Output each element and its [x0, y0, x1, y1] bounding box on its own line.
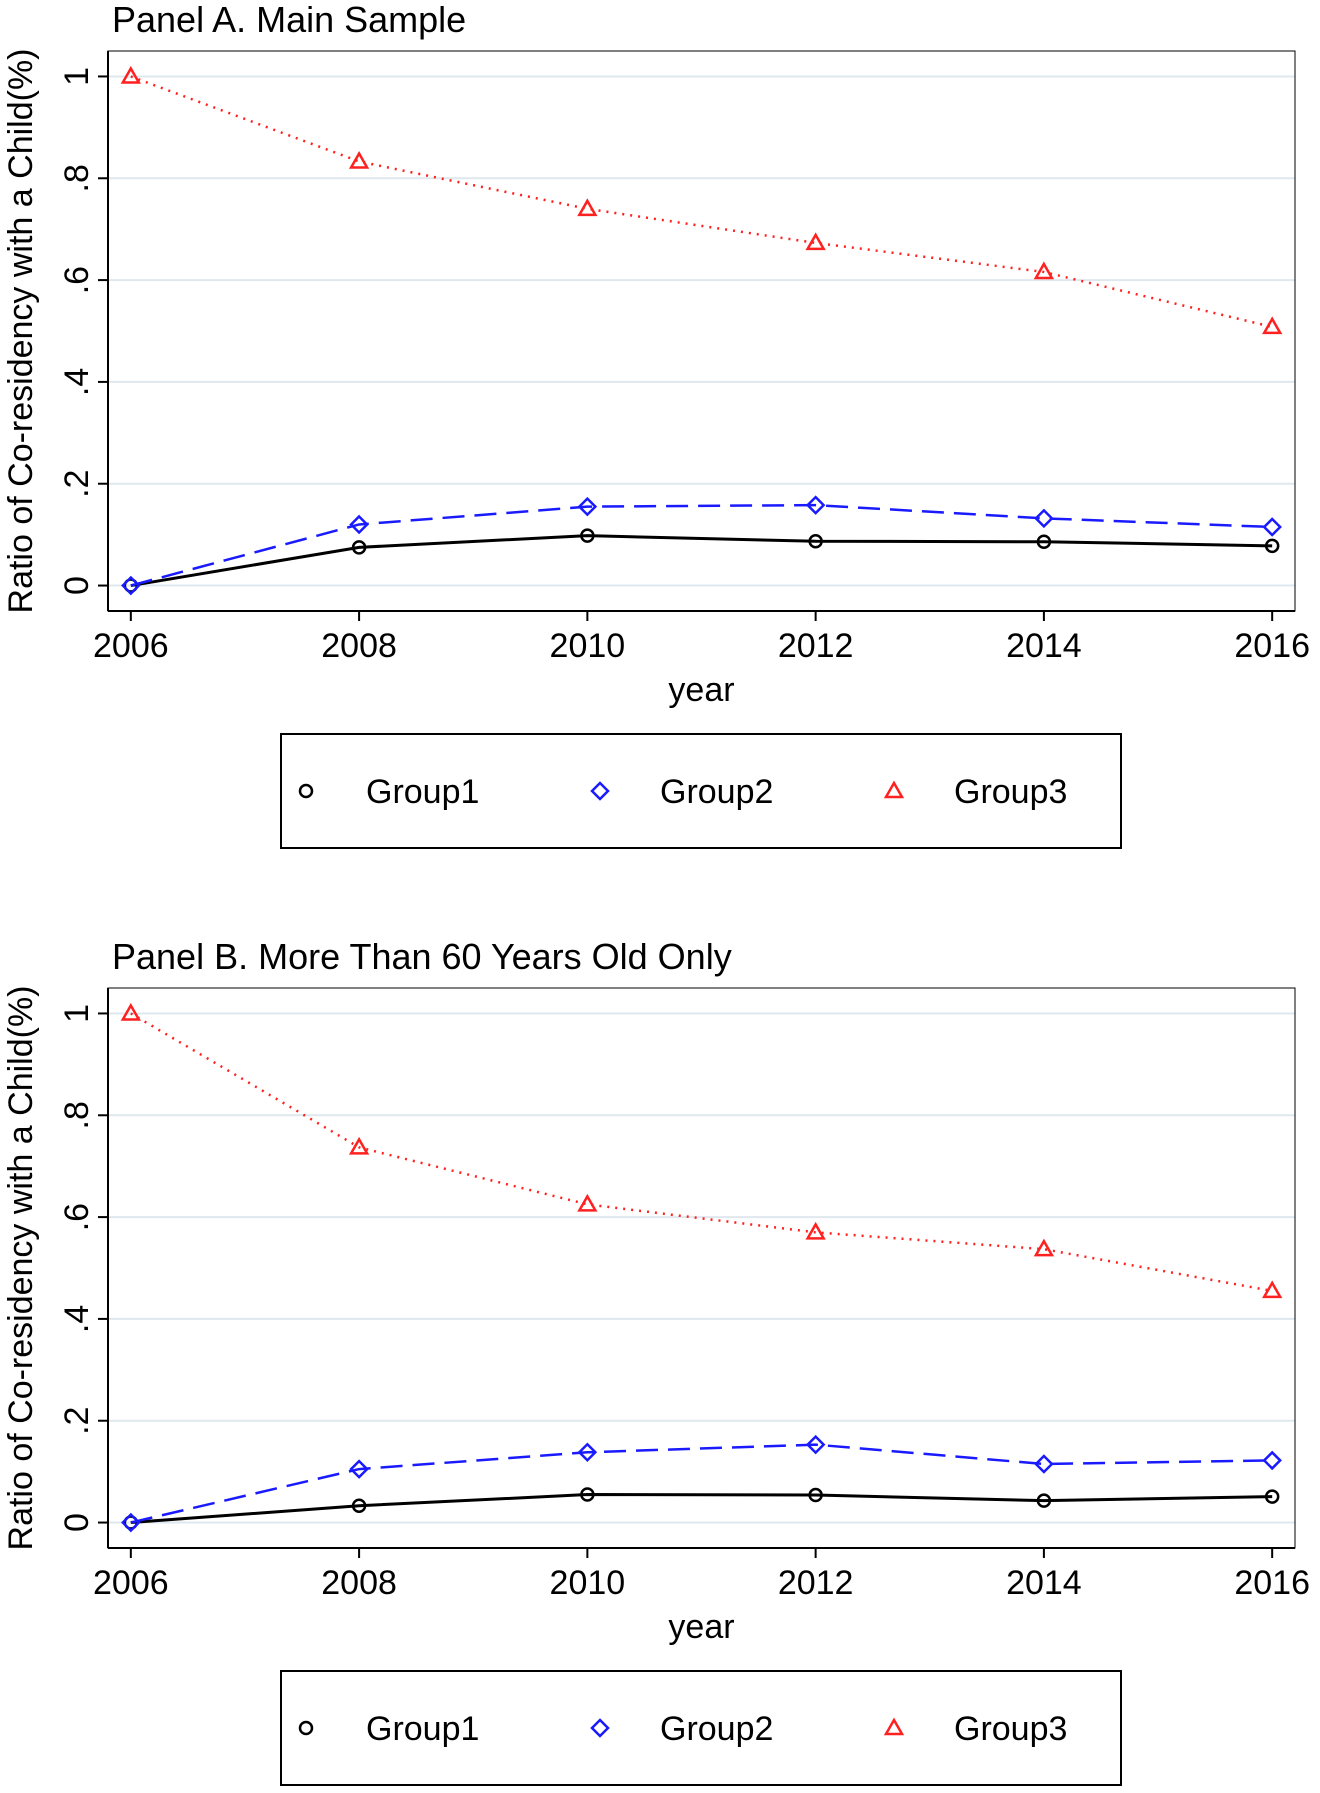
y-tick-label: .6: [58, 266, 96, 294]
marker: [1262, 316, 1283, 335]
marker: [577, 1193, 598, 1212]
legend-label: Group2: [660, 1710, 773, 1748]
marker: [808, 534, 823, 549]
marker: [120, 1002, 141, 1021]
legend-marker: [590, 781, 610, 801]
legend-label: Group1: [366, 1710, 479, 1748]
x-tick-label: 2014: [1006, 627, 1082, 665]
legend-marker: [298, 1720, 314, 1736]
series-line: [130, 1493, 1273, 1525]
x-axis-title: year: [668, 1608, 734, 1646]
marker: [120, 65, 141, 84]
legend-marker: [883, 780, 905, 799]
marker: [577, 496, 598, 517]
x-tick-label: 2010: [550, 1564, 626, 1602]
marker: [123, 578, 139, 593]
marker: [1033, 1238, 1055, 1257]
marker: [349, 1459, 369, 1479]
marker: [349, 514, 369, 535]
marker: [805, 495, 826, 515]
plot-frame: [107, 50, 1296, 612]
y-tick-label: .2: [58, 1407, 96, 1435]
x-tick-label: 2010: [550, 627, 626, 665]
marker: [348, 150, 370, 169]
marker: [805, 232, 826, 251]
legend-marker: [298, 783, 314, 799]
marker: [1264, 1489, 1280, 1504]
y-tick-label: .2: [58, 470, 96, 498]
y-tick-label: .8: [58, 1101, 96, 1129]
series-line: [130, 1012, 1273, 1293]
legend-label: Group1: [366, 773, 479, 811]
y-tick-label: 0: [58, 576, 96, 595]
marker: [1262, 1280, 1283, 1299]
marker: [123, 1515, 139, 1530]
marker: [351, 540, 367, 555]
x-axis-title: year: [668, 671, 734, 709]
legend-label: Group2: [660, 773, 773, 811]
series-line: [130, 1443, 1273, 1524]
marker: [1034, 508, 1054, 529]
x-tick-label: 2006: [93, 627, 169, 665]
marker: [1036, 1493, 1052, 1508]
y-tick-label: .4: [58, 1305, 96, 1333]
chart-title: Panel A. Main Sample: [112, 0, 466, 40]
marker: [1264, 538, 1280, 554]
x-tick-label: 2012: [778, 1564, 854, 1602]
chart-title: Panel B. More Than 60 Years Old Only: [112, 936, 732, 977]
y-tick-label: .8: [58, 164, 96, 192]
y-axis-title: Ratio of Co-residency with a Child(%): [2, 49, 40, 614]
marker: [1262, 517, 1282, 537]
series-line: [130, 534, 1273, 588]
x-tick-label: 2006: [93, 1564, 169, 1602]
marker: [121, 575, 141, 596]
legend-box: [280, 733, 1122, 849]
y-tick-label: .6: [58, 1203, 96, 1231]
x-tick-label: 2008: [321, 627, 397, 665]
x-tick-label: 2016: [1234, 1564, 1310, 1602]
series-line: [130, 503, 1273, 587]
y-tick-label: 1: [58, 67, 96, 86]
marker: [580, 1487, 595, 1502]
legend-marker: [590, 1718, 610, 1738]
panel: Panel B. More Than 60 Years Old Only 0 .2.…: [2, 936, 1310, 1786]
legend-label: Group3: [954, 773, 1067, 811]
panel: Panel A. Main Sample 0 .2 .4 .6 .8 1 2006 2008 20…: [2, 0, 1310, 849]
series-line: [130, 75, 1273, 329]
x-tick-label: 2016: [1234, 627, 1310, 665]
legend-box: [280, 1670, 1122, 1786]
marker: [351, 1498, 367, 1513]
marker: [1034, 1454, 1054, 1474]
marker: [580, 528, 595, 543]
y-axis-title: Ratio of Co-residency with a Child(%): [2, 986, 40, 1551]
marker: [1033, 261, 1055, 280]
marker: [1036, 534, 1052, 550]
y-tick-label: 1: [58, 1004, 96, 1023]
x-tick-label: 2014: [1006, 1564, 1082, 1602]
x-tick-label: 2008: [321, 1564, 397, 1602]
marker: [121, 1512, 141, 1533]
marker: [805, 1434, 826, 1455]
marker: [577, 198, 598, 217]
legend-label: Group3: [954, 1710, 1067, 1748]
marker: [348, 1136, 370, 1155]
legend-marker: [883, 1717, 905, 1736]
marker: [1262, 1450, 1282, 1471]
y-tick-label: .4: [58, 368, 96, 396]
marker: [805, 1221, 826, 1240]
marker: [808, 1487, 823, 1503]
x-tick-label: 2012: [778, 627, 854, 665]
y-tick-label: 0: [58, 1513, 96, 1532]
marker: [577, 1442, 598, 1463]
